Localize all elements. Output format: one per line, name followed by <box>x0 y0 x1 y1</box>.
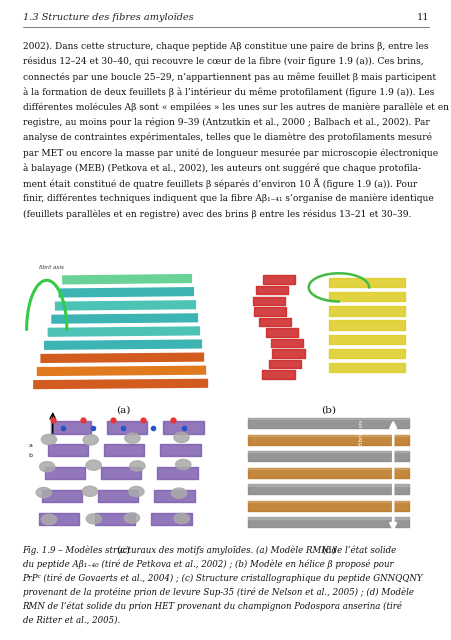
Text: (a): (a) <box>116 405 130 414</box>
Circle shape <box>129 486 144 497</box>
Circle shape <box>82 486 97 497</box>
Text: connectés par une boucle 25–29, n’appartiennent pas au même feuillet β mais part: connectés par une boucle 25–29, n’appart… <box>23 72 435 81</box>
Text: fibril axis: fibril axis <box>358 420 363 445</box>
Text: (c): (c) <box>116 546 130 555</box>
Circle shape <box>124 513 139 523</box>
Circle shape <box>124 433 140 444</box>
Text: ment était constitué de quatre feuillets β séparés d’environ 10 Å (figure 1.9 (a: ment était constitué de quatre feuillets… <box>23 179 416 189</box>
Text: 1.3 Structure des fibres amyloïdes: 1.3 Structure des fibres amyloïdes <box>23 13 193 22</box>
Text: 11: 11 <box>416 13 428 22</box>
Text: par MET ou encore la masse par unité de longueur mesurée par microscopie électro: par MET ou encore la masse par unité de … <box>23 148 437 157</box>
Circle shape <box>41 515 56 525</box>
Text: RMN de l’état solide du prion HET provenant du champignon Podospora anserina (ti: RMN de l’état solide du prion HET proven… <box>23 602 402 611</box>
Circle shape <box>36 488 51 498</box>
Text: provenant de la protéine prion de levure Sup-35 (tiré de Nelson et al., 2005) ; : provenant de la protéine prion de levure… <box>23 588 413 597</box>
Text: a: a <box>28 443 32 448</box>
Circle shape <box>86 514 101 524</box>
Circle shape <box>86 460 101 470</box>
Text: (d): (d) <box>321 546 336 555</box>
Text: à balayage (MEB) (Petkova et al., 2002), les auteurs ont suggéré que chaque prot: à balayage (MEB) (Petkova et al., 2002),… <box>23 163 420 173</box>
Text: du peptide Aβ₁₋₄₀ (tiré de Petkova et al., 2002) ; (b) Modèle en hélice β propos: du peptide Aβ₁₋₄₀ (tiré de Petkova et al… <box>23 559 392 569</box>
Circle shape <box>129 461 145 471</box>
Text: b: b <box>28 454 32 458</box>
Text: registre, au moins pour la région 9–39 (Antzutkin et al., 2000 ; Balbach et al.,: registre, au moins pour la région 9–39 (… <box>23 118 428 127</box>
Text: analyse de contraintes expérimentales, telles que le diamètre des protofilaments: analyse de contraintes expérimentales, t… <box>23 133 431 143</box>
Circle shape <box>174 432 189 442</box>
Text: de Ritter et al., 2005).: de Ritter et al., 2005). <box>23 616 120 625</box>
Text: résidus 12–24 et 30–40, qui recouvre le cœur de la fibre (voir figure 1.9 (a)). : résidus 12–24 et 30–40, qui recouvre le … <box>23 57 422 67</box>
Circle shape <box>171 488 186 499</box>
Text: Fig. 1.9 – Modèles structuraux des motifs amyloïdes. (a) Modèle RMN de l’état so: Fig. 1.9 – Modèles structuraux des motif… <box>23 545 396 555</box>
Text: 2002). Dans cette structure, chaque peptide Aβ constitue une paire de brins β, e: 2002). Dans cette structure, chaque pept… <box>23 42 427 51</box>
Circle shape <box>174 513 189 524</box>
Circle shape <box>39 461 55 472</box>
Circle shape <box>41 435 56 445</box>
Text: à la formation de deux feuillets β à l’intérieur du même protofilament (figure 1: à la formation de deux feuillets β à l’i… <box>23 87 433 97</box>
Text: (feuillets parallèles et en registre) avec des brins β entre les résidus 13–21 e: (feuillets parallèles et en registre) av… <box>23 209 410 219</box>
Text: finir, différentes techniques indiquent que la fibre Aβ₁₋₄₁ s’organise de manièr: finir, différentes techniques indiquent … <box>23 194 433 204</box>
Circle shape <box>175 460 190 470</box>
Text: (b): (b) <box>321 405 336 414</box>
Text: différentes molécules Aβ sont « empilées » les unes sur les autres de manière pa: différentes molécules Aβ sont « empilées… <box>23 102 447 112</box>
Text: PrPᶜ (tiré de Govaerts et al., 2004) ; (c) Structure cristallographique du pepti: PrPᶜ (tiré de Govaerts et al., 2004) ; (… <box>23 573 422 583</box>
Text: fibril axis: fibril axis <box>39 265 64 270</box>
Circle shape <box>83 435 98 445</box>
